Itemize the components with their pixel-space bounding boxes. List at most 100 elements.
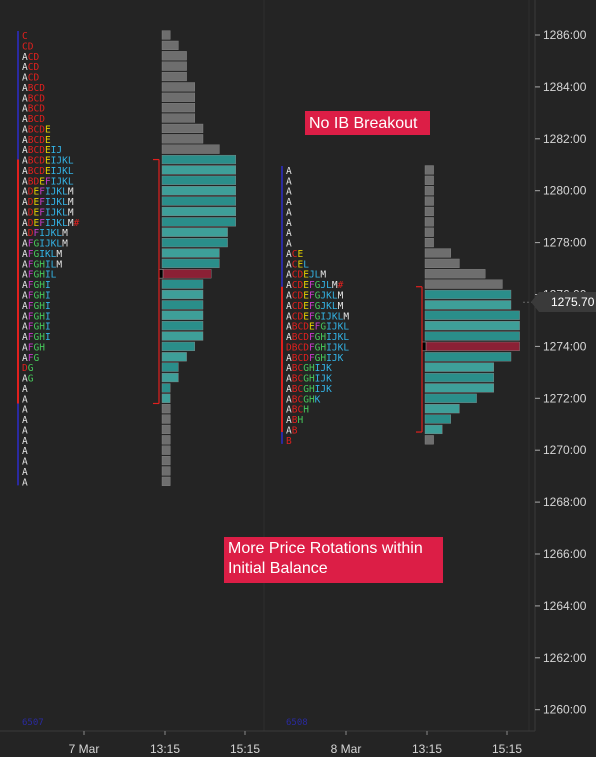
tpo-letters: AFGIKLM [22, 249, 62, 260]
profile-bar [424, 206, 434, 217]
y-tick-label: 1266:00 [543, 547, 587, 561]
tpo-letters: ABCGHK [286, 394, 321, 405]
profile-bar [161, 206, 237, 217]
tpo-letters: ABCGHIJK [286, 384, 332, 395]
poc-marker [158, 269, 164, 279]
tpo-letters: A [22, 446, 28, 457]
tpo-letters: B [286, 436, 292, 447]
tpo-letters: DBCDFGHIJKL [286, 342, 349, 353]
profile-bar [161, 113, 195, 123]
profile-bar [161, 383, 171, 393]
tpo-letters: ABH [286, 415, 303, 426]
profile-bar [161, 217, 237, 227]
tpo-letters: AG [22, 374, 34, 385]
tpo-letters: CD [22, 41, 34, 52]
tpo-letters: ABCGHIJK [286, 374, 332, 385]
tpo-letters: A [286, 176, 292, 187]
no-ib-breakout-annotation: No IB Breakout [305, 111, 430, 135]
profile-bar [161, 196, 237, 206]
profile-bar [424, 393, 477, 403]
profile-bar [161, 165, 237, 175]
profile-bar [161, 154, 237, 165]
tpo-letters: AFGHILM [22, 259, 62, 270]
profile-bar [424, 321, 520, 331]
current-price-tag [531, 292, 596, 312]
y-tick-label: 1264:00 [543, 599, 587, 613]
tpo-letters: AFGHI [22, 291, 51, 302]
y-tick-label: 1272:00 [543, 391, 587, 405]
tpo-letters: ABCGHIJK [286, 363, 332, 374]
tpo-letters: ABCH [286, 405, 309, 416]
tpo-letters: AFGHI [22, 311, 51, 322]
tpo-letters: A [22, 436, 28, 447]
profile-bar [161, 404, 171, 414]
y-tick-label: 1286:00 [543, 28, 587, 42]
price-rotations-annotation: More Price Rotations within Initial Bala… [224, 537, 443, 583]
profile-bar [161, 40, 179, 50]
profile-bar [161, 92, 195, 102]
profile-bar [424, 227, 434, 237]
tpo-letters: A [286, 207, 292, 218]
tpo-letters: A [22, 425, 28, 436]
profile-bar [161, 362, 179, 372]
profile-bar [161, 445, 171, 455]
tpo-letters: A [22, 384, 28, 395]
y-tick-label: 1262:00 [543, 651, 587, 665]
tpo-letters: C [22, 31, 28, 42]
profile-bar [161, 269, 212, 279]
tpo-letters: ACE [286, 249, 303, 260]
x-tick-label: 13:15 [412, 742, 442, 756]
profile-bar [161, 123, 204, 134]
tpo-letters: ADEFIJKLM [22, 207, 74, 218]
x-tick-label: 8 Mar [331, 742, 362, 756]
profile-bar [161, 424, 171, 435]
tpo-letters: ADEFIJKLM [22, 187, 74, 198]
tpo-letters: A [22, 477, 28, 488]
profile-bar [161, 227, 228, 237]
tpo-letters: A [286, 166, 292, 177]
tpo-letters: ACDEFGIJKLM [286, 311, 349, 322]
tpo-letters: AFGIJKLM [22, 239, 68, 250]
y-tick-label: 1278:00 [543, 236, 587, 250]
tpo-letters: A [286, 218, 292, 229]
tpo-letters: A [286, 228, 292, 239]
profile-bar [424, 331, 520, 341]
tpo-letters: AFGHI [22, 280, 51, 291]
profile-bar [161, 103, 195, 113]
tpo-letters: ABCDEIJ [22, 145, 62, 156]
profile-bar [424, 175, 434, 185]
tpo-letters: A [22, 394, 28, 405]
tpo-letters: ACDEFGJLM# [286, 280, 344, 291]
tpo-letters: ABCD [22, 114, 45, 125]
profile-bar [161, 279, 204, 289]
x-tick-label: 13:15 [150, 742, 180, 756]
tpo-letters: A [22, 467, 28, 478]
y-tick-label: 1260:00 [543, 703, 587, 717]
tpo-letters: ABCDEIJKL [22, 166, 74, 177]
profile-bar [161, 82, 195, 92]
tpo-letters: ACDEFGJKLM [286, 291, 344, 302]
x-tick-label: 15:15 [230, 742, 260, 756]
tpo-letters: A [286, 197, 292, 208]
profile-bar [161, 144, 220, 154]
profile-bar [161, 352, 187, 362]
tpo-letters: ACDEFGJKLM [286, 301, 344, 312]
x-tick-label: 7 Mar [69, 742, 100, 756]
tpo-letters: A [286, 239, 292, 250]
current-price-label: 1275.70 [551, 295, 595, 309]
profile-bar [424, 165, 434, 175]
tpo-letters: A [22, 405, 28, 416]
profile-bar [424, 196, 434, 206]
tpo-letters: ACEL [286, 259, 309, 270]
tpo-letters: ABCDFGHIJKL [286, 332, 349, 343]
profile-bar [161, 435, 171, 445]
tpo-letters: AFG [22, 353, 39, 364]
profile-bar [161, 289, 204, 300]
profile-bar [161, 238, 228, 248]
profile-bar [161, 466, 171, 476]
tpo-letters: A [286, 187, 292, 198]
tpo-letters: AFGH [22, 342, 45, 353]
profile-bar [161, 341, 195, 351]
